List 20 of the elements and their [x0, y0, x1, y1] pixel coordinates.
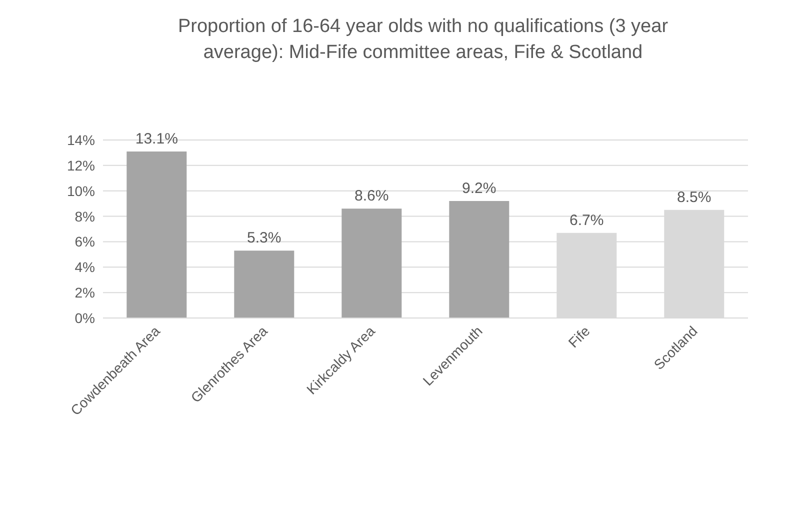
- data-label: 6.7%: [570, 212, 604, 229]
- y-tick-label: 10%: [66, 182, 95, 199]
- bar: [126, 151, 187, 318]
- bar: [449, 201, 510, 318]
- y-tick-label: 4%: [74, 259, 95, 276]
- y-tick-label: 2%: [74, 284, 95, 301]
- bar: [234, 250, 294, 318]
- y-tick-label: 12%: [66, 157, 95, 174]
- data-label: 8.5%: [677, 188, 712, 206]
- x-tick-label: Fife: [565, 322, 594, 351]
- data-label: 13.1%: [135, 130, 178, 148]
- y-tick-label: 14%: [66, 132, 95, 148]
- data-label: 9.2%: [462, 180, 496, 198]
- y-tick-label: 6%: [74, 234, 95, 250]
- bar: [342, 208, 402, 318]
- y-tick-label: 0%: [74, 310, 95, 326]
- data-label: 5.3%: [247, 230, 282, 247]
- data-label: 8.6%: [354, 188, 389, 205]
- chart-title: Proportion of 16-64 year olds with no qualifications (3 year average): Mid-Fife committee areas, Fife & Scotland: [176, 15, 670, 65]
- y-tick-label: 8%: [74, 208, 95, 224]
